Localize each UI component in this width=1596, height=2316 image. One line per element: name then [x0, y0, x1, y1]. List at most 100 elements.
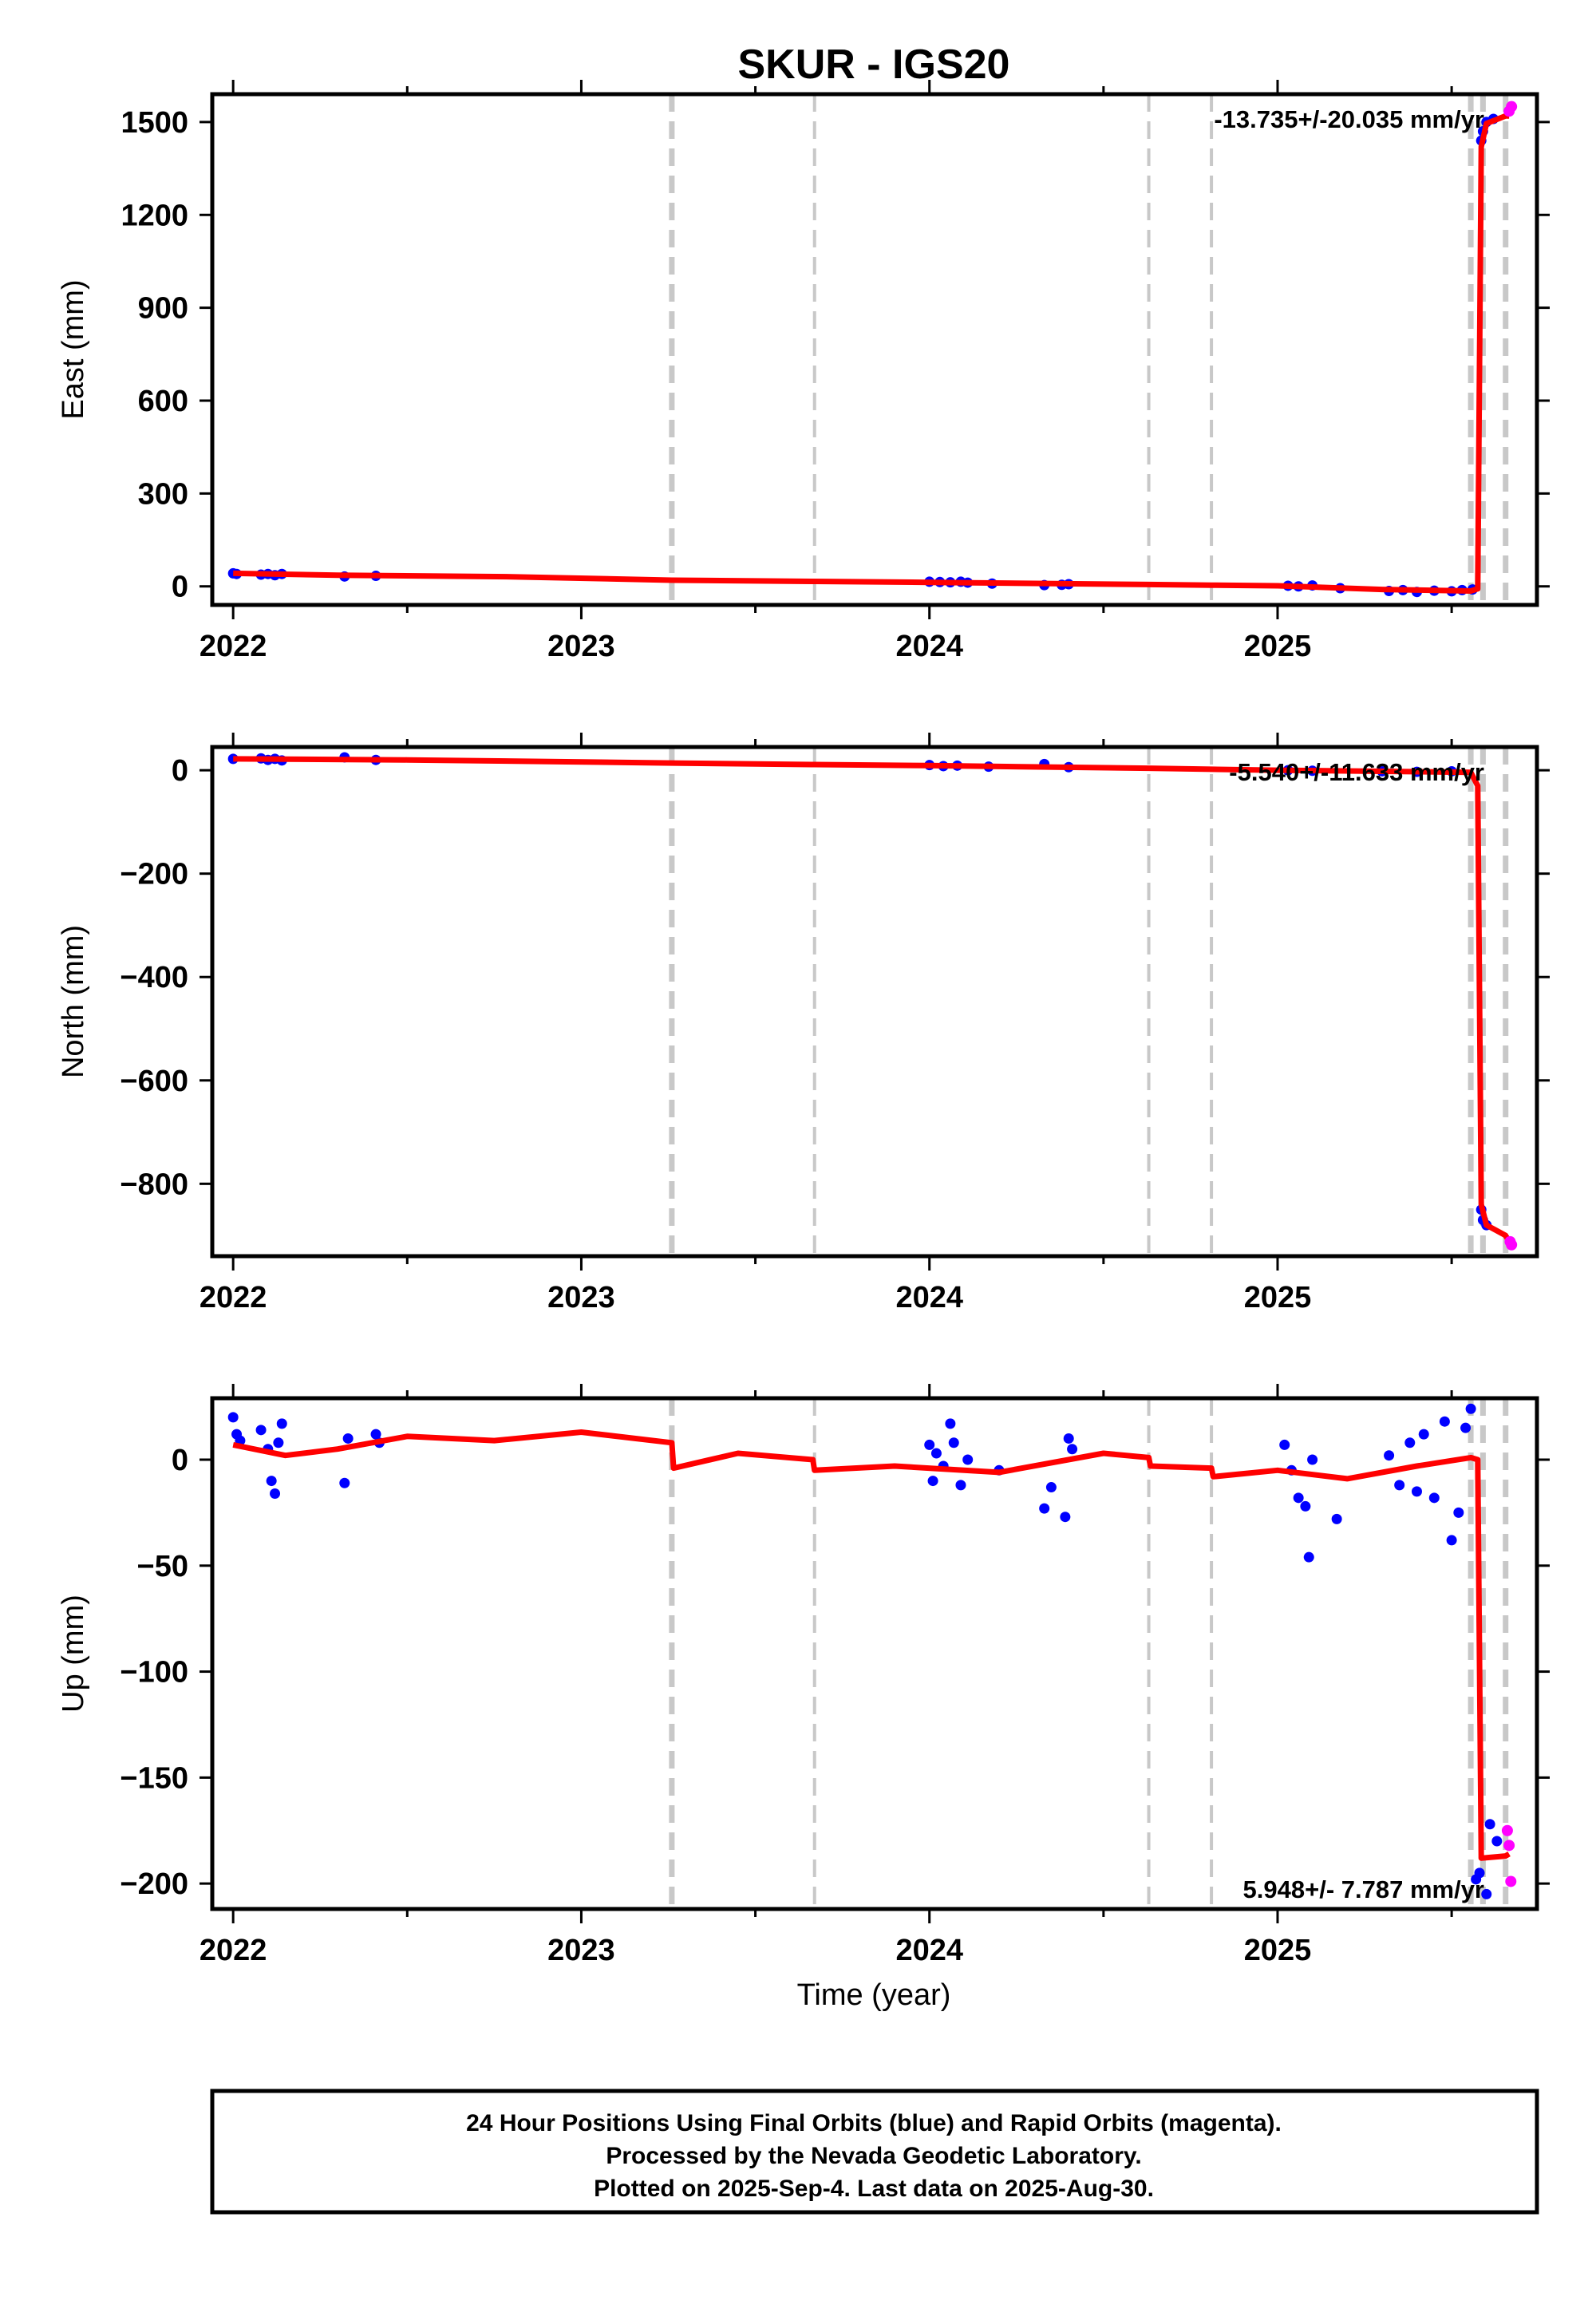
east-y-axis-label: East (mm) [57, 279, 90, 419]
north-y-tick-label-0: 0 [172, 754, 188, 788]
up-x-tick-label-1: 2023 [547, 1934, 615, 1967]
up-final-point-24 [1060, 1512, 1071, 1523]
up-rate-label: 5.948+/- 7.787 mm/yr [1243, 1875, 1484, 1903]
up-y-tick-label-4: −200 [120, 1867, 188, 1901]
up-frame [210, 1396, 1539, 1911]
up-y-tick-label-3: −150 [120, 1761, 188, 1795]
up-final-point-17 [945, 1418, 956, 1429]
up-final-point-46 [1474, 1867, 1485, 1879]
up-final-point-36 [1404, 1437, 1416, 1448]
up-final-point-39 [1428, 1492, 1440, 1504]
up-final-point-11 [370, 1429, 381, 1440]
north-plot-area [227, 752, 1518, 1251]
up-final-point-33 [1331, 1513, 1342, 1524]
up-x-tick-label-3: 2025 [1244, 1934, 1312, 1967]
up-final-point-14 [927, 1476, 938, 1487]
east-y-tick-label-0: 0 [172, 571, 188, 604]
x-axis-label: Time (year) [797, 1978, 951, 2012]
east-model-line [233, 113, 1510, 594]
footer-line-3: Plotted on 2025-Sep-4. Last data on 2025… [594, 2176, 1154, 2202]
east-x-tick-label-2: 2024 [895, 630, 963, 663]
up-final-point-8 [273, 1437, 284, 1448]
east-plot-area [227, 101, 1518, 598]
up-final-point-0 [227, 1412, 239, 1423]
up-final-point-6 [270, 1488, 281, 1500]
up-final-point-27 [1279, 1439, 1290, 1450]
up-y-axis-label: Up (mm) [57, 1595, 90, 1713]
east-y-tick-label-5: 1500 [120, 106, 188, 140]
up-final-point-26 [1067, 1444, 1078, 1455]
up-final-point-40 [1439, 1416, 1450, 1427]
up-final-point-41 [1446, 1535, 1457, 1546]
east-x-tick-label-0: 2022 [200, 630, 267, 663]
east-x-tick-label-1: 2023 [547, 630, 615, 663]
up-x-tick-label-2: 2024 [895, 1934, 963, 1967]
north-panel: 0 −200 −400 −600 −800 2022 2023 2024 2025 North (… [57, 733, 1550, 1314]
north-y-tick-label-4: −800 [120, 1168, 188, 1201]
north-x-tick-label-0: 2022 [200, 1281, 267, 1314]
up-final-point-9 [339, 1477, 350, 1488]
up-rapid-point-0 [1501, 1824, 1513, 1836]
footer-line-2: Processed by the Nevada Geodetic Laborat… [606, 2143, 1141, 2169]
north-y-tick-label-2: −400 [120, 961, 188, 994]
up-y-tick-label-1: −50 [137, 1550, 188, 1583]
east-rapid-point-1 [1506, 101, 1518, 113]
east-y-tick-label-2: 600 [138, 385, 188, 418]
up-final-point-29 [1293, 1492, 1304, 1504]
north-model-line [233, 756, 1513, 1245]
up-panel: 0 −50 −100 −150 −200 2022 2023 2024 2025 Up (mm) 5… [57, 1384, 1550, 1967]
up-final-point-42 [1453, 1507, 1464, 1518]
up-final-point-19 [955, 1480, 966, 1491]
north-rate-label: -5.540+/-11.633 mm/yr [1229, 758, 1484, 786]
up-final-point-3 [255, 1425, 267, 1436]
north-y-tick-label-3: −600 [120, 1065, 188, 1098]
up-final-point-10 [342, 1433, 354, 1444]
up-y-tick-label-0: 0 [172, 1444, 188, 1477]
up-final-point-22 [1039, 1503, 1050, 1514]
up-final-point-15 [930, 1448, 942, 1459]
north-x-tick-label-1: 2023 [547, 1281, 615, 1314]
up-y-tick-label-2: −100 [120, 1656, 188, 1690]
up-final-point-35 [1394, 1480, 1405, 1491]
north-x-tick-label-3: 2025 [1244, 1281, 1312, 1314]
up-final-point-38 [1418, 1429, 1429, 1440]
up-final-point-43 [1460, 1422, 1472, 1433]
north-frame [210, 745, 1539, 1259]
east-x-tick-label-3: 2025 [1244, 630, 1312, 663]
up-x-tick-label-0: 2022 [200, 1934, 267, 1967]
up-final-point-47 [1481, 1888, 1492, 1899]
up-final-point-25 [1063, 1433, 1074, 1444]
east-rate-label: -13.735+/-20.035 mm/yr [1214, 105, 1484, 133]
up-final-point-48 [1484, 1819, 1495, 1830]
east-y-tick-label-3: 900 [138, 292, 188, 326]
east-frame [210, 92, 1539, 607]
footer-line-1: 24 Hour Positions Using Final Orbits (bl… [466, 2110, 1282, 2136]
up-final-point-18 [948, 1437, 959, 1448]
up-rapid-point-2 [1505, 1875, 1517, 1887]
footer-box: 24 Hour Positions Using Final Orbits (bl… [210, 2089, 1539, 2215]
up-final-point-23 [1045, 1482, 1057, 1493]
up-final-point-32 [1307, 1454, 1318, 1465]
north-rapid-point-1 [1506, 1239, 1518, 1251]
up-plot-area [227, 1403, 1517, 1899]
north-x-tick-label-2: 2024 [895, 1281, 963, 1314]
up-final-point-31 [1303, 1551, 1314, 1563]
east-panel: 0 300 600 900 1200 1500 2022 2023 2024 2025 East (… [57, 80, 1550, 663]
north-y-tick-label-1: −200 [120, 858, 188, 891]
up-model-line [232, 1429, 1511, 1861]
chart-title: SKUR - IGS20 [738, 41, 1010, 88]
up-final-point-5 [266, 1476, 277, 1487]
up-final-point-7 [276, 1418, 287, 1429]
north-y-axis-label: North (mm) [57, 925, 90, 1078]
up-final-point-30 [1300, 1500, 1311, 1512]
up-final-point-37 [1411, 1486, 1422, 1497]
east-y-tick-label-1: 300 [138, 477, 188, 511]
up-final-point-34 [1384, 1450, 1395, 1461]
up-final-point-13 [924, 1439, 935, 1450]
up-rapid-point-1 [1503, 1840, 1515, 1852]
up-final-point-20 [962, 1454, 974, 1465]
east-y-tick-label-4: 1200 [120, 199, 188, 232]
up-final-point-49 [1491, 1836, 1503, 1847]
up-final-point-44 [1465, 1403, 1476, 1414]
